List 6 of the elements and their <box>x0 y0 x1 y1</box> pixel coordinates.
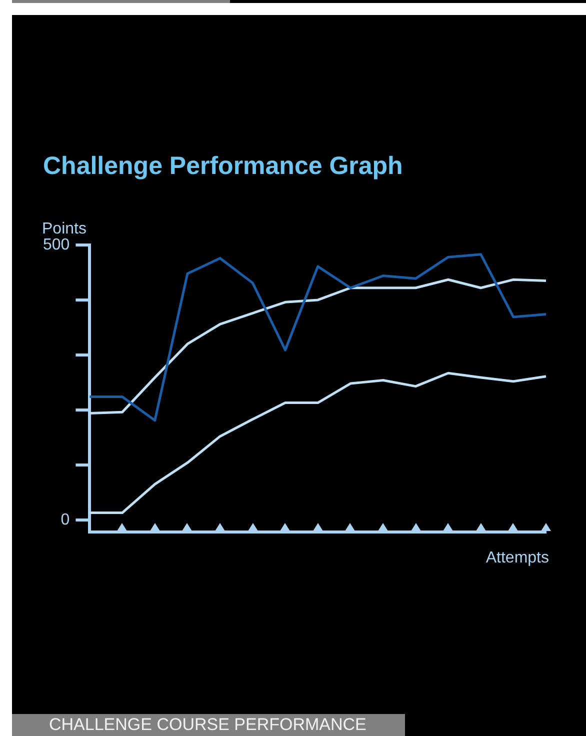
y-tick-label: 500 <box>42 236 70 254</box>
y-axis-title: Points <box>42 220 86 238</box>
text: CHALLENGE COURSE PERFORMANCE <box>12 714 405 736</box>
x-axis-title: Attempts <box>486 549 549 566</box>
chart-title: Challenge Performance Graph <box>43 152 403 180</box>
y-tick-label: 0 <box>60 511 70 528</box>
